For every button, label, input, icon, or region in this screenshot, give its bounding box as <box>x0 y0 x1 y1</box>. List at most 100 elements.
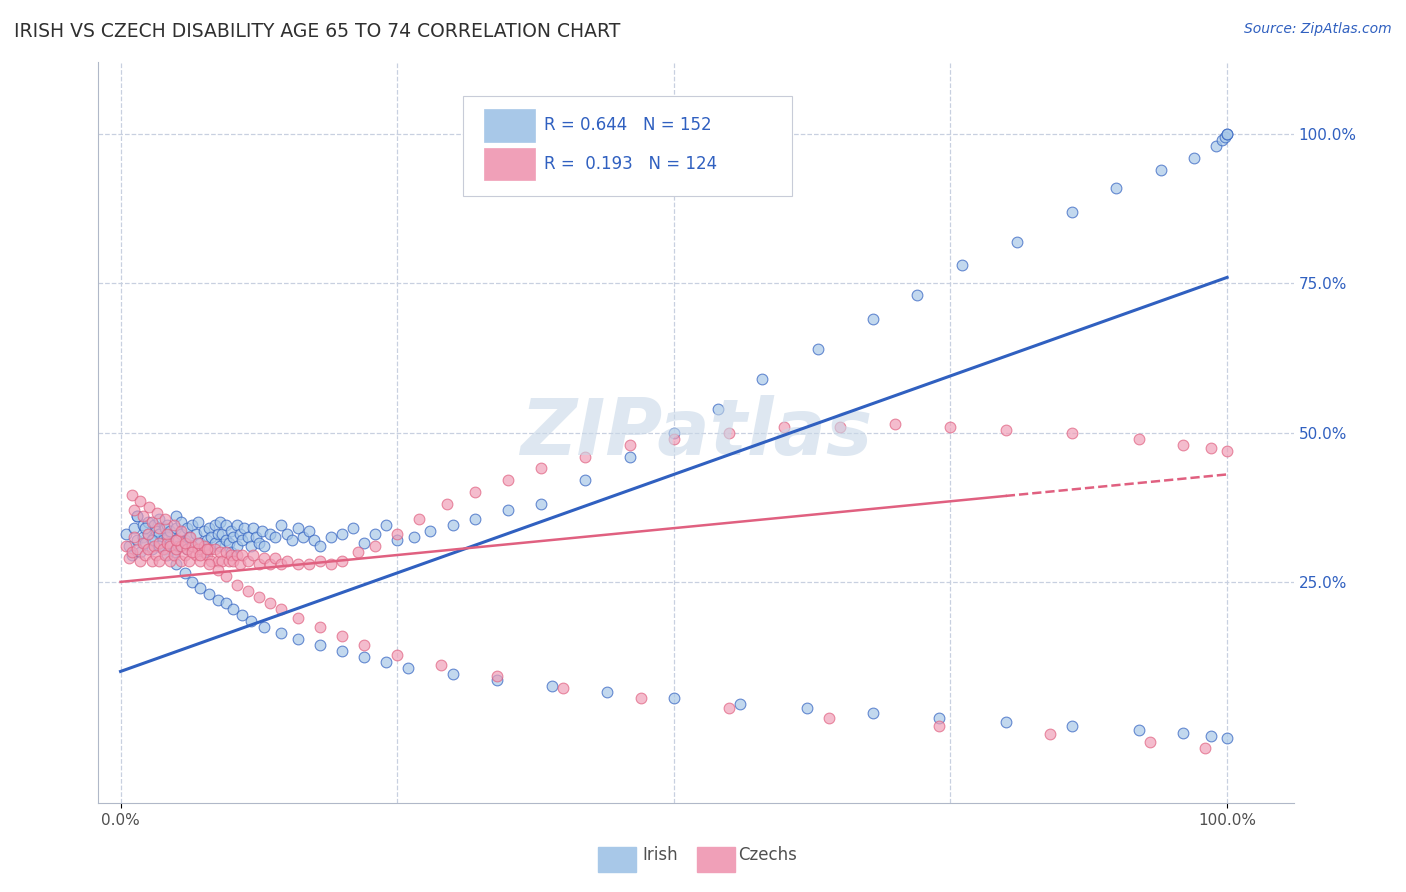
Point <box>1171 437 1194 451</box>
Point <box>187 536 209 550</box>
Point <box>308 554 330 568</box>
Point <box>375 518 398 533</box>
Point <box>211 527 233 541</box>
Point <box>718 701 741 715</box>
Point <box>181 539 204 553</box>
Point <box>188 548 211 562</box>
Point <box>994 423 1017 437</box>
Point <box>240 539 263 553</box>
Point <box>353 536 375 550</box>
Point <box>231 607 253 622</box>
Point <box>259 557 281 571</box>
Point <box>253 551 276 566</box>
Point <box>163 545 186 559</box>
Point <box>145 524 167 538</box>
Text: R = 0.644   N = 152: R = 0.644 N = 152 <box>544 116 711 135</box>
Point <box>751 372 773 386</box>
Point <box>146 506 169 520</box>
Point <box>134 548 156 562</box>
Point <box>165 533 187 547</box>
Text: R =  0.193   N = 124: R = 0.193 N = 124 <box>544 155 717 173</box>
Point <box>181 545 204 559</box>
Point <box>1199 441 1222 455</box>
Point <box>347 545 370 559</box>
Point <box>553 681 575 695</box>
Point <box>276 554 298 568</box>
Point <box>187 515 209 529</box>
Text: Irish: Irish <box>643 846 678 863</box>
Point <box>1150 162 1173 177</box>
Point <box>396 661 419 675</box>
Point <box>159 539 181 553</box>
Point <box>287 632 309 646</box>
Point <box>253 620 276 634</box>
Point <box>574 474 596 488</box>
Point <box>121 545 143 559</box>
Point <box>152 542 174 557</box>
Point <box>118 539 141 553</box>
Point <box>204 518 226 533</box>
Point <box>141 542 163 557</box>
Point <box>862 706 884 721</box>
Point <box>1199 729 1222 743</box>
Point <box>148 512 170 526</box>
Point <box>247 557 270 571</box>
Point <box>127 509 149 524</box>
Point <box>619 450 641 464</box>
Point <box>121 548 143 562</box>
Point <box>148 539 170 553</box>
Point <box>485 673 508 688</box>
Point <box>1039 727 1062 741</box>
Point <box>464 485 486 500</box>
Point <box>170 524 193 538</box>
Point <box>385 533 409 547</box>
Point <box>231 548 253 562</box>
Point <box>222 601 245 615</box>
Point <box>127 542 149 557</box>
FancyBboxPatch shape <box>697 847 735 872</box>
Point <box>718 425 741 440</box>
FancyBboxPatch shape <box>598 847 636 872</box>
Point <box>862 312 884 326</box>
Point <box>176 521 198 535</box>
Point <box>179 530 201 544</box>
Point <box>308 620 330 634</box>
Point <box>464 512 486 526</box>
Point <box>159 554 181 568</box>
Point <box>170 527 193 541</box>
Point <box>1194 740 1216 755</box>
Point <box>193 539 215 553</box>
Point <box>207 554 229 568</box>
Point <box>142 539 165 553</box>
Point <box>198 542 221 557</box>
Point <box>441 667 464 681</box>
Point <box>204 536 226 550</box>
Point <box>1216 443 1239 458</box>
Point <box>231 533 253 547</box>
Point <box>195 533 218 547</box>
Point <box>165 542 187 557</box>
Point <box>222 530 245 544</box>
Point <box>136 527 159 541</box>
Point <box>276 527 298 541</box>
Point <box>662 432 685 446</box>
Point <box>1171 726 1194 740</box>
Point <box>330 554 353 568</box>
Point <box>188 536 211 550</box>
Point <box>153 542 176 557</box>
Point <box>242 521 264 535</box>
Point <box>402 530 425 544</box>
Point <box>215 545 238 559</box>
Point <box>153 512 176 526</box>
Point <box>353 638 375 652</box>
Point <box>136 542 159 557</box>
Point <box>142 518 165 533</box>
Point <box>302 533 325 547</box>
Point <box>662 425 685 440</box>
Point <box>905 288 928 302</box>
Point <box>496 474 519 488</box>
Point <box>173 548 195 562</box>
Point <box>233 521 256 535</box>
Point <box>496 503 519 517</box>
Point <box>287 557 309 571</box>
